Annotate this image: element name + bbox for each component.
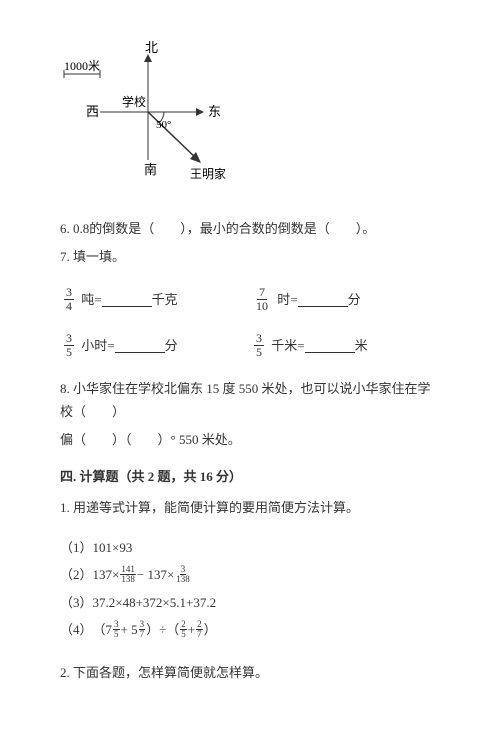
dest-label: 王明家	[190, 166, 226, 181]
fill-item: 34 吨=千克	[60, 286, 250, 313]
blank	[115, 338, 165, 353]
north-label: 北	[145, 40, 158, 55]
fraction: 35	[113, 620, 120, 639]
fraction: 710	[254, 286, 270, 313]
q8-line2: 偏（ ）（ ）° 550 米处。	[60, 428, 440, 451]
south-label: 南	[144, 162, 157, 177]
calc-item: （3）37.2×48+372×5.1+37.2	[60, 591, 440, 614]
angle-label: 50°	[156, 119, 171, 131]
school-label: 学校	[122, 94, 146, 109]
calc-items: （1）101×93 （2）137×141138 − 137×3138 （3）37.2…	[60, 536, 440, 642]
fill-item: 35 千米=米	[250, 332, 440, 359]
q7-label: 7. 填一填。	[60, 245, 440, 268]
section4-q2-label: 2. 下面各题，怎样算简便就怎样算。	[60, 661, 440, 684]
calc-item: （1）101×93	[60, 536, 440, 559]
west-label: 西	[86, 104, 99, 119]
q7-fill-rows: 34 吨=千克710 时=分35 小时=分35 千米=米	[60, 286, 440, 359]
section4-title: 四. 计算题（共 2 题，共 16 分）	[60, 465, 440, 488]
section4-q1-label: 1. 用递等式计算，能简便计算的要用简便方法计算。	[60, 496, 440, 519]
fraction: 27	[196, 620, 203, 639]
fraction: 35	[254, 332, 264, 359]
calc-item: （4）（735 + 537）÷（25 + 27）	[60, 618, 440, 641]
fraction: 141138	[120, 565, 136, 584]
calc-item: （2）137×141138 − 137×3138	[60, 563, 440, 586]
direction-diagram: 北 1000米 西 东 南 学校 50° 王明家	[60, 40, 440, 197]
fill-item: 710 时=分	[250, 286, 440, 313]
blank	[305, 338, 355, 353]
scale-label: 1000米	[64, 59, 100, 73]
fraction: 34	[64, 286, 74, 313]
q6-text: 6. 0.8的倒数是（ ），最小的合数的倒数是（ ）。	[60, 217, 440, 240]
fraction: 25	[180, 620, 187, 639]
q8-line1: 8. 小华家住在学校北偏东 15 度 550 米处，也可以说小华家住在学校（ ）	[60, 377, 440, 424]
blank	[102, 292, 152, 307]
east-label: 东	[208, 104, 221, 119]
fraction: 35	[64, 332, 74, 359]
fraction: 37	[139, 620, 146, 639]
fraction: 3138	[175, 565, 191, 584]
fill-item: 35 小时=分	[60, 332, 250, 359]
blank	[298, 292, 348, 307]
